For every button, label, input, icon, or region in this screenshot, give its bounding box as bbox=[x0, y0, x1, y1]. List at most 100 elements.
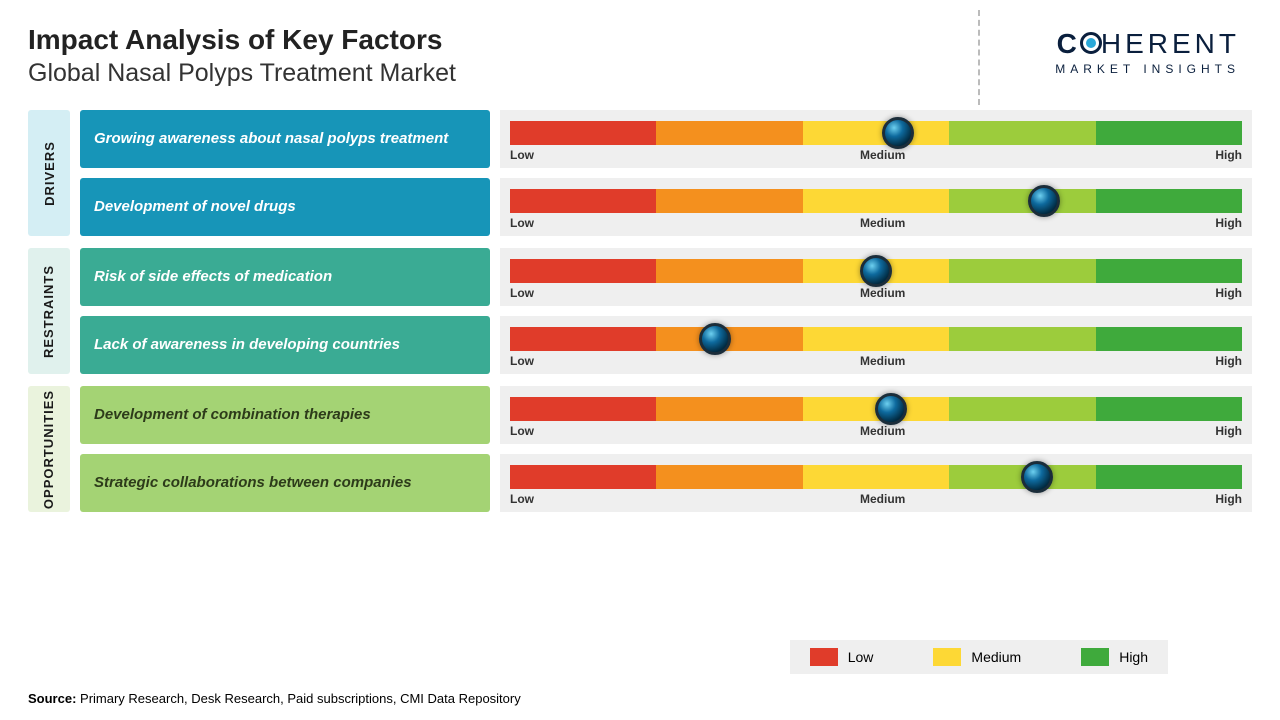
gauge-label-low: Low bbox=[510, 216, 534, 230]
gauge-label-high: High bbox=[1215, 216, 1242, 230]
factor-box: Risk of side effects of medication bbox=[80, 248, 490, 306]
impact-gauge: LowMediumHigh bbox=[500, 386, 1252, 444]
header-divider bbox=[978, 10, 980, 105]
gauge-marker-icon bbox=[699, 323, 731, 355]
logo-o-icon bbox=[1080, 32, 1102, 54]
gauge-segment bbox=[803, 327, 949, 351]
gauge-label-high: High bbox=[1215, 148, 1242, 162]
gauge-segment bbox=[510, 465, 656, 489]
impact-gauge: Low Medium High bbox=[500, 454, 1252, 512]
gauge-label-high: High bbox=[1215, 354, 1242, 368]
legend: Low Medium High bbox=[790, 640, 1168, 674]
legend-item: Low bbox=[810, 648, 874, 666]
logo-text-1: C bbox=[1057, 28, 1081, 59]
gauge-segment bbox=[949, 121, 1095, 145]
gauge-labels: Low Medium High bbox=[510, 492, 1242, 506]
legend-label: Low bbox=[848, 649, 874, 665]
section-label-text: OPPORTUNITIES bbox=[42, 389, 57, 508]
impact-gauge: Low Medium High bbox=[500, 316, 1252, 374]
legend-label: High bbox=[1119, 649, 1148, 665]
gauge-label-medium: Medium bbox=[860, 424, 905, 438]
gauge-segment bbox=[1096, 327, 1242, 351]
legend-swatch bbox=[933, 648, 961, 666]
gauge-labels: Low Medium High bbox=[510, 148, 1242, 162]
gauge-marker-icon bbox=[882, 117, 914, 149]
gauge-segment bbox=[656, 397, 802, 421]
gauge-segment bbox=[1096, 259, 1242, 283]
gauge-segment bbox=[656, 121, 802, 145]
gauge-segment bbox=[510, 397, 656, 421]
impact-gauge: Low Medium High bbox=[500, 110, 1252, 168]
gauge-labels: Low Medium High bbox=[510, 286, 1242, 300]
impact-gauge: Low Medium High bbox=[500, 178, 1252, 236]
factor-box: Development of combination therapies bbox=[80, 386, 490, 444]
factor-box: Strategic collaborations between compani… bbox=[80, 454, 490, 512]
gauge-segment bbox=[949, 327, 1095, 351]
gauge-marker-icon bbox=[860, 255, 892, 287]
gauge-segment bbox=[1096, 189, 1242, 213]
gauge-segment bbox=[1096, 121, 1242, 145]
gauge-segment bbox=[949, 189, 1095, 213]
brand-logo: C HERENT MARKET INSIGHTS bbox=[1055, 28, 1240, 76]
section-label-text: DRIVERS bbox=[42, 141, 57, 206]
source-text: Primary Research, Desk Research, Paid su… bbox=[76, 691, 520, 706]
section-label-text: RESTRAINTS bbox=[42, 264, 57, 357]
gauge-label-low: Low bbox=[510, 354, 534, 368]
section-label: RESTRAINTS bbox=[28, 248, 70, 374]
factor-box: Development of novel drugs bbox=[80, 178, 490, 236]
source-prefix: Source: bbox=[28, 691, 76, 706]
gauge-segment bbox=[656, 259, 802, 283]
gauge-bar bbox=[510, 259, 1242, 283]
gauge-label-medium: Medium bbox=[860, 216, 905, 230]
gauge-segment bbox=[949, 259, 1095, 283]
gauge-label-medium: Medium bbox=[860, 148, 905, 162]
gauge-bar bbox=[510, 121, 1242, 145]
gauge-segment bbox=[510, 189, 656, 213]
section-label: DRIVERS bbox=[28, 110, 70, 236]
gauge-segment bbox=[1096, 397, 1242, 421]
factor-box: Growing awareness about nasal polyps tre… bbox=[80, 110, 490, 168]
gauge-segment bbox=[1096, 465, 1242, 489]
impact-chart: DRIVERS Growing awareness about nasal pol… bbox=[28, 110, 1252, 512]
gauge-labels: Low Medium High bbox=[510, 354, 1242, 368]
impact-gauge: Low Medium High bbox=[500, 248, 1252, 306]
gauge-segment bbox=[949, 397, 1095, 421]
section-opportunities: OPPORTUNITIES Development of combination … bbox=[28, 386, 1252, 512]
gauge-segment bbox=[510, 259, 656, 283]
section-drivers: DRIVERS Growing awareness about nasal pol… bbox=[28, 110, 1252, 236]
gauge-segment bbox=[803, 121, 949, 145]
gauge-marker-icon bbox=[1021, 461, 1053, 493]
gauge-segment bbox=[803, 189, 949, 213]
gauge-label-medium: Medium bbox=[860, 286, 905, 300]
gauge-marker-icon bbox=[875, 393, 907, 425]
gauge-segment bbox=[803, 465, 949, 489]
gauge-label-medium: Medium bbox=[860, 354, 905, 368]
gauge-segment bbox=[656, 189, 802, 213]
logo-subtext: MARKET INSIGHTS bbox=[1055, 62, 1240, 76]
gauge-label-low: Low bbox=[510, 286, 534, 300]
gauge-bar bbox=[510, 465, 1242, 489]
gauge-labels: LowMediumHigh bbox=[510, 424, 1242, 438]
legend-swatch bbox=[1081, 648, 1109, 666]
gauge-label-medium: Medium bbox=[860, 492, 905, 506]
logo-text-2: HERENT bbox=[1101, 28, 1240, 59]
legend-item: High bbox=[1081, 648, 1148, 666]
gauge-segment bbox=[510, 121, 656, 145]
legend-swatch bbox=[810, 648, 838, 666]
gauge-label-low: Low bbox=[510, 148, 534, 162]
gauge-label-low: Low bbox=[510, 492, 534, 506]
section-label: OPPORTUNITIES bbox=[28, 386, 70, 512]
section-restraints: RESTRAINTS Risk of side effects of medica… bbox=[28, 248, 1252, 374]
gauge-bar bbox=[510, 189, 1242, 213]
source-note: Source: Primary Research, Desk Research,… bbox=[28, 691, 521, 706]
gauge-label-high: High bbox=[1215, 424, 1242, 438]
gauge-labels: Low Medium High bbox=[510, 216, 1242, 230]
legend-item: Medium bbox=[933, 648, 1021, 666]
gauge-label-high: High bbox=[1215, 286, 1242, 300]
gauge-bar bbox=[510, 397, 1242, 421]
gauge-label-high: High bbox=[1215, 492, 1242, 506]
gauge-segment bbox=[656, 465, 802, 489]
factor-box: Lack of awareness in developing countrie… bbox=[80, 316, 490, 374]
gauge-bar bbox=[510, 327, 1242, 351]
legend-label: Medium bbox=[971, 649, 1021, 665]
